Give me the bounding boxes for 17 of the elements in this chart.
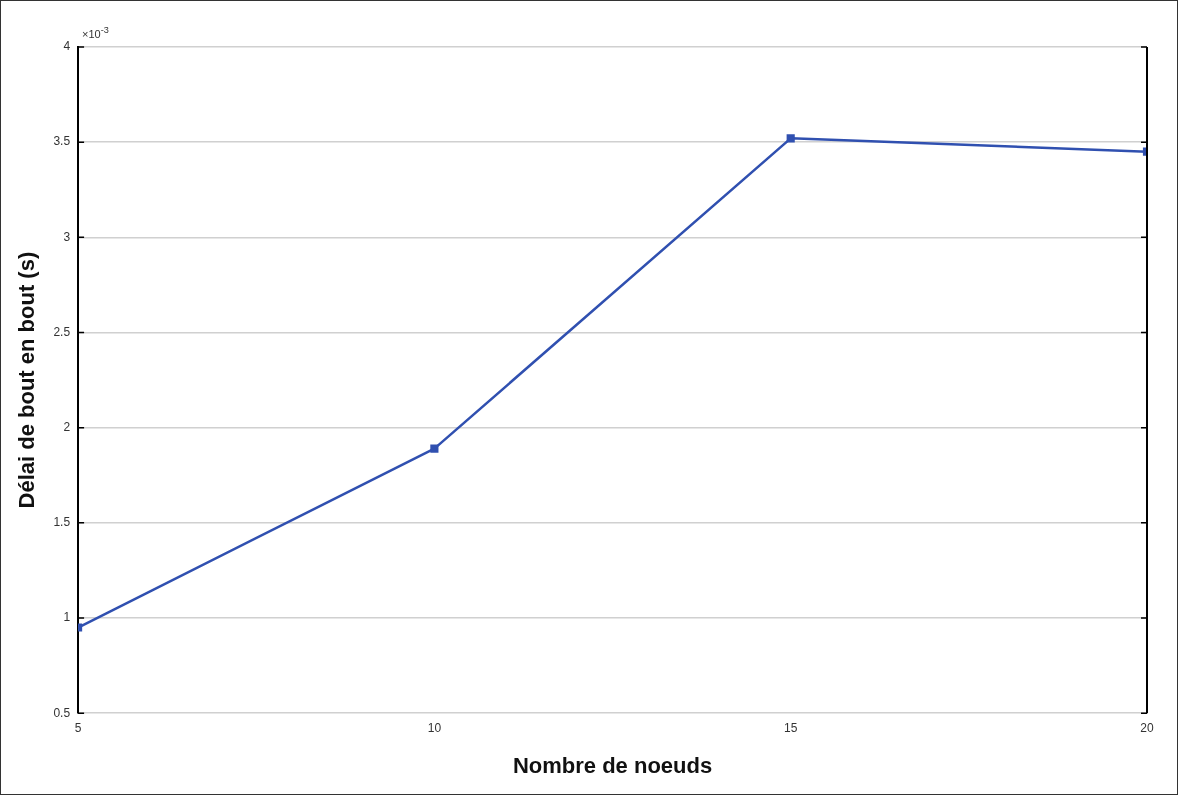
x-tick-label: 20 (1140, 720, 1154, 735)
y-tick-label: 0.5 (53, 705, 71, 720)
y-tick-label: 4 (63, 39, 71, 54)
y-tick-label: 2.5 (53, 324, 71, 339)
x-axis-title: Nombre de noeuds (512, 752, 713, 778)
y-axis-title: Délai de bout en bout (s) (14, 251, 40, 509)
y-tick-label: 3 (63, 229, 71, 244)
y-tick-label: 1 (63, 610, 71, 625)
point (430, 444, 439, 453)
point (786, 134, 795, 143)
x-tick-label: 5 (74, 720, 82, 735)
text: ×10$^{-3}$ (82, 25, 109, 40)
y-tick-label: 2 (63, 420, 71, 434)
y-tick-label: 3.5 (53, 134, 71, 149)
x-tick-label: 10 (427, 720, 442, 735)
x-tick-label: 15 (784, 720, 798, 735)
y-tick-label: 1.5 (53, 515, 71, 530)
